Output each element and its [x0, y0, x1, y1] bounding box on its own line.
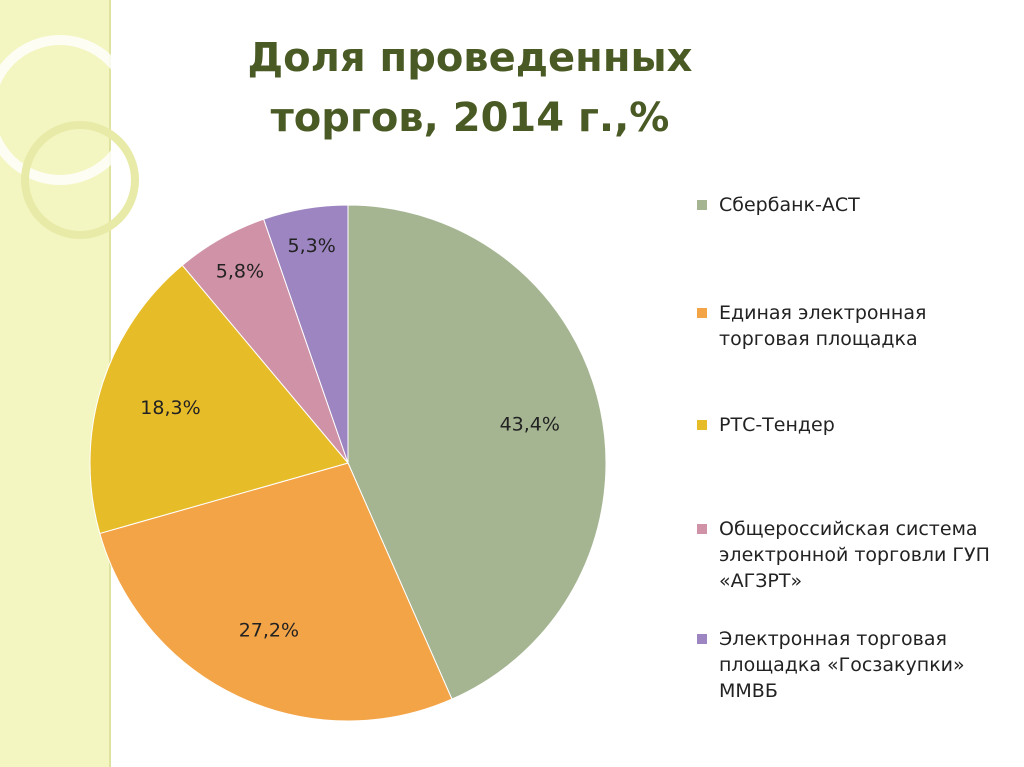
- legend-swatch: [697, 524, 707, 534]
- decor-circle: [0, 35, 135, 185]
- legend-entry: Электронная торговая площадка «Госзакупк…: [697, 626, 1017, 704]
- legend-entry: Сбербанк-АСТ: [697, 192, 1017, 218]
- data-label: 43,4%: [500, 413, 560, 435]
- legend-entry: Общероссийская система электронной торго…: [697, 516, 1017, 594]
- legend-swatch: [697, 420, 707, 430]
- legend-swatch: [697, 308, 707, 318]
- data-label: 5,3%: [288, 235, 336, 257]
- legend-swatch: [697, 200, 707, 210]
- chart-title: Доля проведенных торгов, 2014 г.,%: [247, 35, 693, 141]
- legend-label: РТС-Тендер: [719, 414, 835, 436]
- pie-slice: [89, 264, 349, 535]
- data-label: 5,8%: [216, 261, 264, 283]
- pie-slice: [263, 204, 349, 464]
- legend-label: Сбербанк-АСТ: [719, 194, 860, 216]
- decor-circle: [21, 121, 139, 239]
- legend-label: Общероссийская система электронной торго…: [719, 518, 990, 592]
- decor-strip: [0, 0, 110, 767]
- legend-label: Электронная торговая площадка «Госзакупк…: [719, 628, 965, 702]
- pie: 43,4% 27,2% 18,3% 5,8% 5,3%: [89, 204, 607, 722]
- legend-entry: РТС-Тендер: [697, 412, 1017, 438]
- legend-label: Единая электронная торговая площадка: [719, 302, 927, 350]
- legend-swatch: [697, 634, 707, 644]
- data-label: 27,2%: [239, 620, 299, 642]
- pie-slice: [347, 204, 607, 700]
- data-label: 18,3%: [140, 397, 200, 419]
- legend-entry: Единая электронная торговая площадка: [697, 300, 1017, 352]
- pie-slice: [99, 462, 453, 722]
